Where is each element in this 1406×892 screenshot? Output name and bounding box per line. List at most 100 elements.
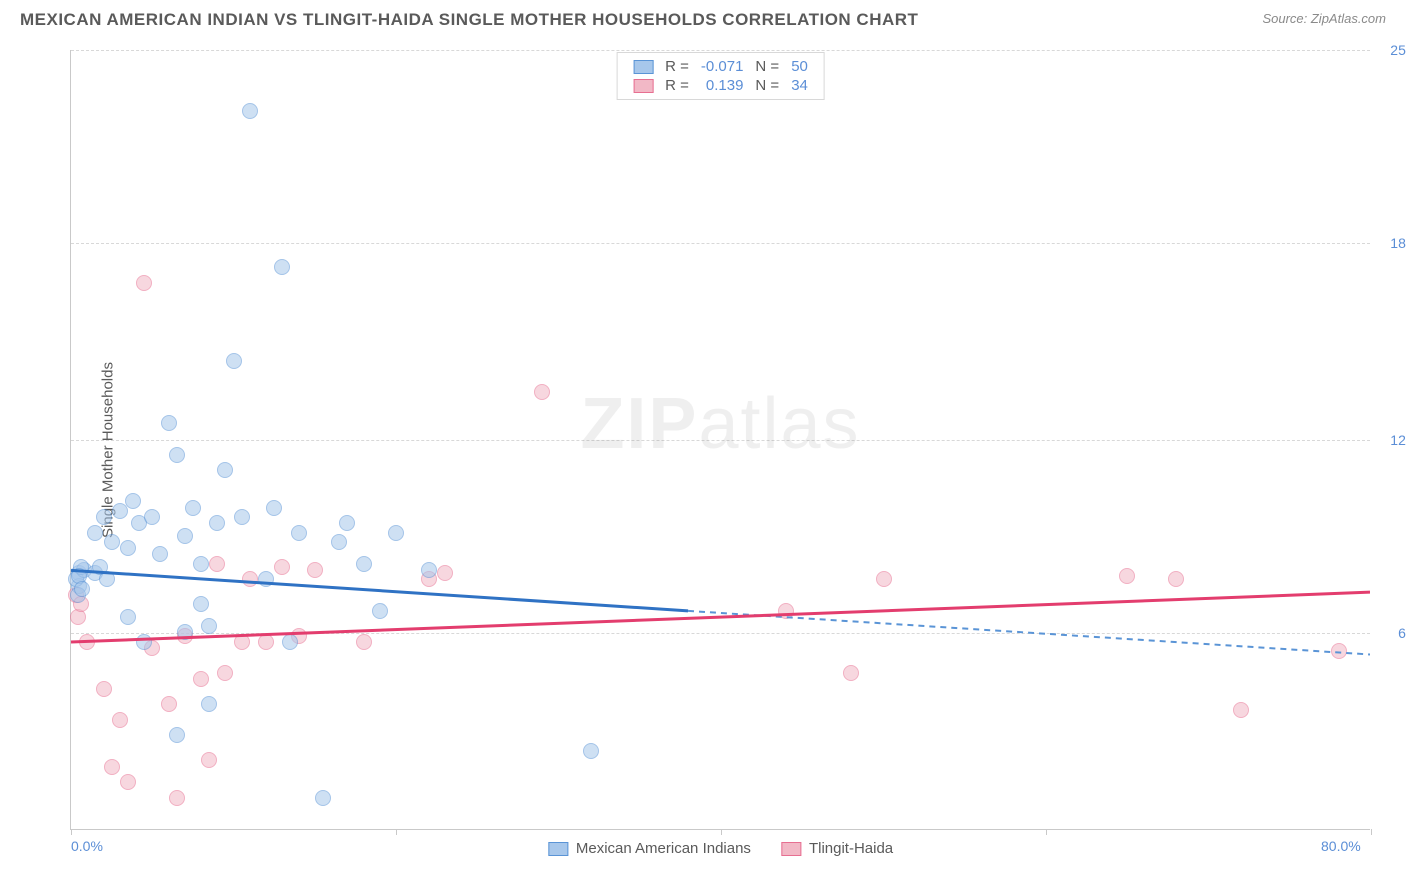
scatter-point [583,743,599,759]
scatter-point [274,559,290,575]
scatter-point [356,634,372,650]
scatter-point [120,774,136,790]
series-name: Mexican American Indians [576,840,751,857]
scatter-point [144,509,160,525]
source-label: Source: [1262,11,1310,26]
watermark-zip: ZIP [580,384,698,464]
scatter-point [185,500,201,516]
scatter-point [234,634,250,650]
y-tick-label: 18.8% [1390,235,1406,251]
r-label: R = [659,57,695,76]
scatter-point [193,556,209,572]
series-name: Tlingit-Haida [809,840,893,857]
scatter-point [193,671,209,687]
scatter-point [217,665,233,681]
scatter-point [1119,568,1135,584]
watermark-atlas: atlas [698,384,860,464]
x-tick-mark [721,829,722,835]
scatter-point [217,462,233,478]
scatter-point [356,556,372,572]
n-label: N = [749,57,785,76]
scatter-point [112,712,128,728]
scatter-point [282,634,298,650]
scatter-point [177,528,193,544]
scatter-point [242,571,258,587]
y-tick-label: 25.0% [1390,42,1406,58]
scatter-point [242,103,258,119]
scatter-point [136,275,152,291]
grid-line [71,243,1370,244]
scatter-point [74,581,90,597]
x-tick-mark [71,829,72,835]
grid-line [71,440,1370,441]
stats-legend: R =-0.071N =50R =0.139N =34 [616,52,825,100]
scatter-point [339,515,355,531]
scatter-point [79,634,95,650]
scatter-point [152,546,168,562]
scatter-point [372,603,388,619]
x-tick-label: 0.0% [71,838,103,854]
scatter-point [125,493,141,509]
n-label: N = [749,76,785,95]
source-credit: Source: ZipAtlas.com [1262,10,1386,28]
scatter-point [169,727,185,743]
scatter-point [421,562,437,578]
x-tick-label: 80.0% [1321,838,1361,854]
scatter-point [87,525,103,541]
plot-area: ZIPatlas R =-0.071N =50R =0.139N =34 Mex… [70,50,1370,830]
chart-area: Single Mother Households ZIPatlas R =-0.… [50,50,1390,850]
scatter-point [1331,643,1347,659]
scatter-point [1233,702,1249,718]
y-tick-label: 12.5% [1390,432,1406,448]
scatter-point [843,665,859,681]
scatter-point [201,696,217,712]
scatter-point [258,634,274,650]
r-label: R = [659,76,695,95]
legend-swatch [548,842,568,856]
scatter-point [274,259,290,275]
watermark: ZIPatlas [580,383,860,465]
scatter-point [120,540,136,556]
scatter-point [104,759,120,775]
scatter-point [177,624,193,640]
scatter-point [201,618,217,634]
series-legend-item: Mexican American Indians [548,840,751,857]
source-name: ZipAtlas.com [1311,11,1386,26]
grid-line [71,50,1370,51]
scatter-point [234,509,250,525]
series-legend-item: Tlingit-Haida [781,840,893,857]
scatter-point [226,353,242,369]
legend-swatch [633,60,653,74]
scatter-point [136,634,152,650]
scatter-point [161,415,177,431]
scatter-point [209,556,225,572]
scatter-point [96,681,112,697]
scatter-point [266,500,282,516]
x-tick-mark [1046,829,1047,835]
scatter-point [876,571,892,587]
r-value: -0.071 [695,57,750,76]
chart-title: MEXICAN AMERICAN INDIAN VS TLINGIT-HAIDA… [20,10,918,30]
legend-swatch [781,842,801,856]
legend-swatch [633,79,653,93]
scatter-point [193,596,209,612]
n-value: 50 [785,57,814,76]
x-tick-mark [1371,829,1372,835]
scatter-point [120,609,136,625]
scatter-point [331,534,347,550]
scatter-point [169,790,185,806]
series-legend: Mexican American Indians Tlingit-Haida [548,840,893,857]
scatter-point [307,562,323,578]
scatter-point [258,571,274,587]
stats-legend-row: R =0.139N =34 [627,76,814,95]
scatter-point [201,752,217,768]
scatter-point [161,696,177,712]
scatter-point [92,559,108,575]
scatter-point [104,534,120,550]
scatter-point [778,603,794,619]
scatter-point [437,565,453,581]
x-tick-mark [396,829,397,835]
r-value: 0.139 [695,76,750,95]
scatter-point [534,384,550,400]
n-value: 34 [785,76,814,95]
